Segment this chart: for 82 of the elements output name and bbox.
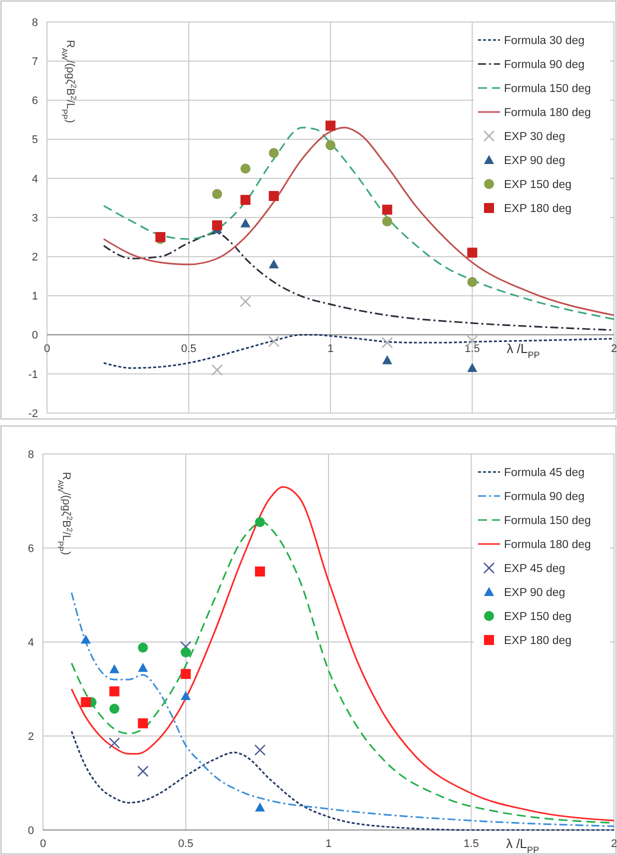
- point: [254, 744, 266, 756]
- legend-label: EXP 150 deg: [504, 179, 572, 192]
- legend-label: Formula 180 deg: [504, 107, 591, 120]
- point: [240, 194, 250, 205]
- point: [326, 140, 336, 150]
- x-tick-label: 0.5: [181, 342, 196, 355]
- y-tick-label: 5: [32, 134, 38, 146]
- point: [268, 148, 279, 158]
- x-tick-label: 1: [327, 342, 334, 355]
- y-tick-label: 0: [28, 824, 34, 837]
- point: [240, 164, 250, 174]
- point: [382, 216, 392, 226]
- legend-label: EXP 90 deg: [504, 155, 566, 168]
- y-tick-label: 6: [28, 542, 34, 555]
- x-tick-label: 1.5: [464, 838, 479, 850]
- point: [326, 120, 336, 131]
- point: [268, 190, 279, 201]
- point: [254, 802, 265, 812]
- y-tick-label: 1: [32, 290, 38, 303]
- legend-label: EXP 45 deg: [504, 563, 566, 576]
- point: [80, 697, 91, 708]
- point: [240, 218, 250, 228]
- point: [467, 363, 478, 372]
- legend-label: Formula 150 deg: [504, 515, 591, 528]
- y-tick-label: 8: [28, 448, 34, 461]
- point: [254, 517, 265, 528]
- y-tick-label: -1: [28, 368, 38, 381]
- point: [138, 662, 148, 672]
- point: [268, 336, 280, 348]
- point: [180, 668, 191, 679]
- point: [382, 204, 392, 215]
- point: [180, 647, 191, 658]
- point: [382, 336, 393, 348]
- legend-label: Formula 180 deg: [504, 539, 591, 552]
- y-tick-label: 8: [32, 16, 38, 29]
- point: [467, 277, 478, 288]
- point: [467, 248, 478, 258]
- legend-label: Formula 150 deg: [504, 83, 591, 96]
- legend-label: EXP 30 deg: [504, 131, 566, 144]
- legend-label: EXP 150 deg: [504, 611, 572, 624]
- x-tick-label: 0: [40, 838, 46, 850]
- point: [212, 189, 222, 200]
- y-tick-label: 2: [32, 251, 38, 264]
- line-series: [102, 334, 615, 369]
- point: [137, 766, 149, 777]
- legend-label: EXP 180 deg: [504, 203, 572, 216]
- point: [254, 566, 265, 576]
- y-tick-label: 0: [32, 330, 38, 342]
- legend-label: EXP 90 deg: [504, 587, 566, 600]
- point: [109, 686, 120, 696]
- y-tick-label: -2: [28, 408, 38, 420]
- legend-label: Formula 45 deg: [504, 467, 585, 480]
- y-tick-label: 3: [32, 212, 38, 224]
- point: [138, 718, 148, 728]
- x-axis-title: λ /L$_{PP}$: [506, 836, 540, 855]
- y-tick-label: 4: [32, 173, 38, 186]
- x-tick-label: 0.5: [178, 838, 194, 850]
- point: [212, 220, 222, 230]
- y-tick-label: 2: [28, 730, 34, 743]
- legend-label: Formula 90 deg: [504, 491, 585, 504]
- x-tick-label: 0: [44, 342, 50, 355]
- y-tick-label: 7: [32, 56, 38, 68]
- x-axis-title: λ /L$_{PP}$: [506, 340, 540, 360]
- point: [109, 704, 120, 714]
- legend-label: Formula 90 deg: [504, 59, 585, 72]
- point: [80, 634, 91, 644]
- point: [211, 364, 223, 376]
- point: [240, 296, 252, 308]
- y-tick-label: 6: [32, 95, 38, 108]
- point: [108, 737, 120, 749]
- point: [180, 691, 191, 700]
- line-series: [70, 730, 615, 831]
- point: [268, 259, 279, 268]
- x-tick-label: 2: [610, 342, 617, 355]
- x-tick-label: 1: [325, 838, 332, 850]
- point: [109, 664, 120, 674]
- legend-label: Formula 30 deg: [504, 35, 585, 48]
- legend-label: EXP 180 deg: [504, 635, 572, 648]
- y-tick-label: 4: [28, 636, 34, 649]
- x-tick-label: 2: [610, 838, 617, 850]
- point: [138, 642, 148, 653]
- point: [382, 355, 392, 364]
